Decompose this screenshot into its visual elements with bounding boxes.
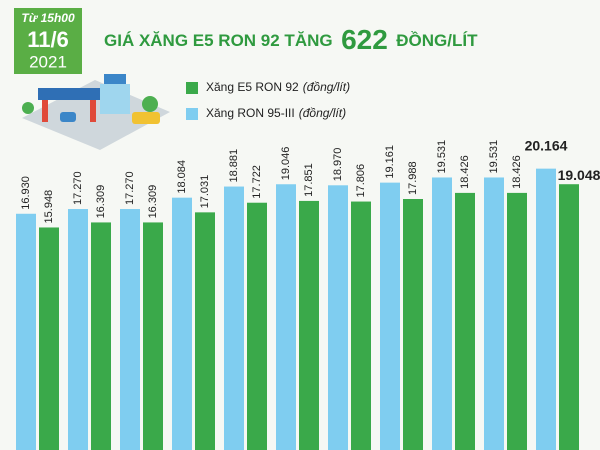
- bar: [247, 202, 267, 450]
- value-label: 19.046: [280, 147, 292, 181]
- legend-unit: (đồng/lít): [299, 106, 346, 120]
- legend-unit: (đồng/lít): [303, 80, 350, 94]
- bar: [16, 213, 36, 450]
- value-label: 18.426: [459, 155, 471, 189]
- value-label: 19.048: [558, 167, 600, 183]
- value-label: 17.988: [407, 161, 419, 195]
- value-label: 18.084: [176, 160, 188, 194]
- value-label: 16.930: [20, 176, 32, 210]
- value-label: 20.164: [525, 137, 568, 153]
- chart-title: GIÁ XĂNG E5 RON 92 TĂNG 622 ĐỒNG/LÍT: [104, 24, 478, 55]
- bar: [224, 186, 244, 450]
- date: 11/6: [27, 27, 69, 52]
- bar: [536, 168, 556, 450]
- legend-name: Xăng RON 95-III: [206, 106, 295, 120]
- legend-swatch: [186, 82, 198, 94]
- bar: [299, 200, 319, 450]
- bar: [328, 185, 348, 450]
- value-label: 19.161: [384, 145, 396, 179]
- bar: [172, 197, 192, 450]
- bar: [380, 182, 400, 450]
- value-label: 17.270: [124, 171, 136, 205]
- bar: [39, 227, 59, 450]
- value-label: 18.970: [332, 148, 344, 182]
- value-label: 19.531: [488, 140, 500, 174]
- year: 2021: [29, 52, 67, 71]
- bar: [559, 184, 579, 450]
- legend-swatch: [186, 108, 198, 120]
- station-illustration: [22, 74, 170, 150]
- bar: [507, 192, 527, 450]
- legend-label: Xăng E5 RON 92 (đồng/lít): [206, 80, 350, 94]
- value-label: 18.426: [511, 155, 523, 189]
- legend-label: Xăng RON 95-III (đồng/lít): [206, 106, 346, 120]
- title-highlight: 622: [341, 24, 388, 55]
- bar: [351, 201, 371, 450]
- legend-name: Xăng E5 RON 92: [206, 80, 299, 94]
- time: Từ 15h00: [21, 11, 75, 25]
- value-label: 17.806: [355, 164, 367, 198]
- bar: [143, 222, 163, 450]
- bar: [403, 199, 423, 450]
- bar: [195, 212, 215, 450]
- bar: [91, 222, 111, 450]
- bar: [120, 209, 140, 450]
- bar: [276, 184, 296, 450]
- value-label: 17.851: [303, 163, 315, 197]
- value-label: 19.531: [436, 140, 448, 174]
- bar: [455, 192, 475, 450]
- bar: [432, 177, 452, 450]
- title-part: GIÁ XĂNG E5 RON 92 TĂNG: [104, 31, 333, 50]
- value-label: 16.309: [95, 185, 107, 219]
- title-part: ĐỒNG/LÍT: [396, 31, 478, 50]
- value-label: 17.270: [72, 171, 84, 205]
- value-label: 17.031: [199, 175, 211, 209]
- value-label: 15.948: [43, 190, 55, 224]
- value-label: 17.722: [251, 165, 263, 199]
- date-box: [14, 8, 82, 74]
- bar: [484, 177, 504, 450]
- value-label: 18.881: [228, 149, 240, 183]
- bar: [68, 209, 88, 450]
- value-label: 16.309: [147, 185, 159, 219]
